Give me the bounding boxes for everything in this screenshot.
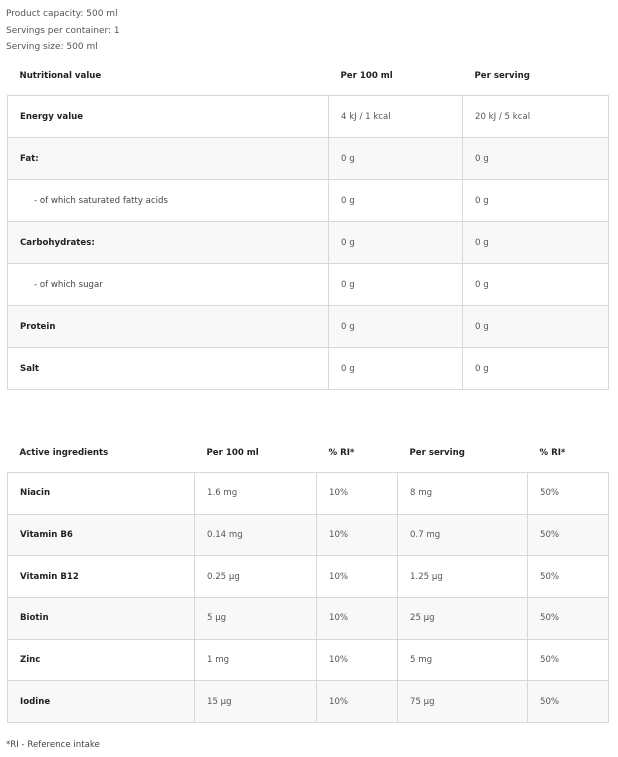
cell-value: 0 g [328, 221, 463, 264]
footnote: *RI - Reference intake [6, 740, 100, 750]
table-header: Active ingredients Per 100 ml % RI* Per ser… [8, 434, 609, 473]
cell-value: 0 g [328, 179, 463, 222]
row-label: Salt [7, 347, 329, 390]
row-label: - of which sugar [7, 263, 329, 306]
cell-value: 10% [316, 513, 398, 557]
active-ingredients-table: Active ingredients Per 100 ml % RI* Per ser… [7, 434, 609, 724]
column-header: Per serving [474, 71, 530, 81]
cell-value: 0 g [462, 137, 609, 180]
table-row: Biotin 5 µg 10% 25 µg 50% [7, 597, 609, 640]
product-capacity: Product capacity: 500 ml [6, 9, 118, 19]
cell-value: 50% [527, 555, 609, 599]
cell-value: 0.25 µg [194, 555, 317, 599]
row-label: Iodine [7, 680, 195, 724]
nutrition-table: Nutritional value Per 100 ml Per serving E… [7, 57, 609, 390]
cell-value: 1.25 µg [397, 555, 528, 599]
row-label: - of which saturated fatty acids [7, 179, 329, 222]
cell-value: 20 kJ / 5 kcal [462, 95, 609, 138]
column-header: Per serving [409, 448, 465, 458]
cell-value: 15 µg [194, 680, 317, 724]
column-header: Per 100 ml [206, 448, 259, 458]
cell-value: 0 g [462, 305, 609, 348]
cell-value: 10% [316, 472, 398, 515]
cell-value: 0 g [462, 179, 609, 222]
table-row: Vitamin B12 0.25 µg 10% 1.25 µg 50% [7, 555, 609, 599]
cell-value: 5 µg [194, 597, 317, 640]
cell-value: 50% [527, 680, 609, 724]
cell-value: 50% [527, 472, 609, 515]
cell-value: 0 g [328, 263, 463, 306]
cell-value: 1 mg [194, 638, 317, 682]
cell-value: 0.14 mg [194, 513, 317, 557]
table-row: Niacin 1.6 mg 10% 8 mg 50% [7, 472, 609, 515]
column-header: Per 100 ml [340, 71, 393, 81]
row-label: Fat: [7, 137, 329, 180]
column-header: % RI* [539, 448, 566, 458]
cell-value: 0 g [328, 305, 463, 348]
serving-size: Serving size: 500 ml [6, 42, 98, 52]
cell-value: 5 mg [397, 638, 528, 682]
column-header: Nutritional value [19, 71, 102, 81]
cell-value: 0 g [462, 263, 609, 306]
cell-value: 0 g [328, 347, 463, 390]
row-label: Vitamin B12 [7, 555, 195, 599]
cell-value: 0 g [462, 347, 609, 390]
column-header: Active ingredients [19, 448, 109, 458]
cell-value: 8 mg [397, 472, 528, 515]
row-label: Zinc [7, 638, 195, 682]
cell-value: 50% [527, 513, 609, 557]
cell-value: 0.7 mg [397, 513, 528, 557]
table-row: Zinc 1 mg 10% 5 mg 50% [7, 638, 609, 682]
cell-value: 50% [527, 638, 609, 682]
row-label: Protein [7, 305, 329, 348]
cell-value: 10% [316, 638, 398, 682]
cell-value: 4 kJ / 1 kcal [328, 95, 463, 138]
row-label: Energy value [7, 95, 329, 138]
cell-value: 10% [316, 680, 398, 724]
cell-value: 0 g [462, 221, 609, 264]
cell-value: 10% [316, 597, 398, 640]
row-label: Carbohydrates: [7, 221, 329, 264]
cell-value: 25 µg [397, 597, 528, 640]
cell-value: 75 µg [397, 680, 528, 724]
table-row: Vitamin B6 0.14 mg 10% 0.7 mg 50% [7, 513, 609, 557]
cell-value: 50% [527, 597, 609, 640]
cell-value: 10% [316, 555, 398, 599]
column-header: % RI* [328, 448, 355, 458]
table-row: Energy value 4 kJ / 1 kcal 20 kJ / 5 kcal [7, 95, 609, 138]
table-header: Nutritional value Per 100 ml Per serving [8, 57, 609, 96]
cell-value: 1.6 mg [194, 472, 317, 515]
cell-value: 0 g [328, 137, 463, 180]
servings-per-container: Servings per container: 1 [6, 26, 120, 36]
row-label: Vitamin B6 [7, 513, 195, 557]
row-label: Niacin [7, 472, 195, 515]
table-row: Iodine 15 µg 10% 75 µg 50% [7, 680, 609, 724]
row-label: Biotin [7, 597, 195, 640]
